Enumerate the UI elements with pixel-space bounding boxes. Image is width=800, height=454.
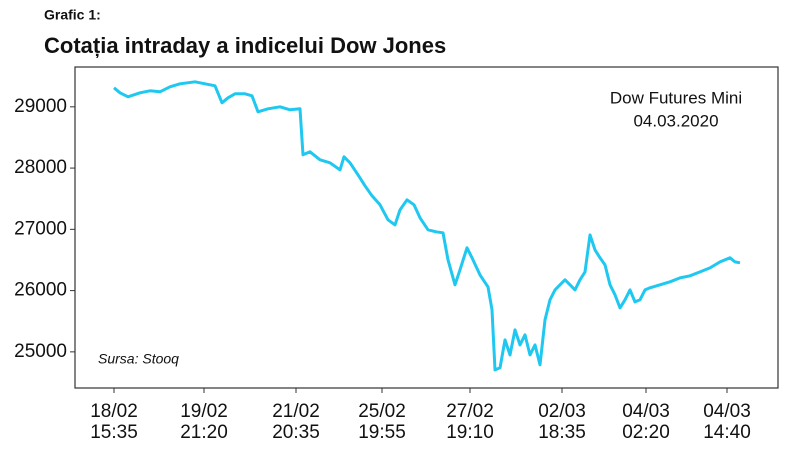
line-series xyxy=(113,80,741,372)
x-tick-label: 21:20 xyxy=(180,422,228,443)
x-tick-label: 02:20 xyxy=(622,422,670,443)
chart-title: Cotația intraday a indicelui Dow Jones xyxy=(44,33,446,58)
y-tick-label: 25000 xyxy=(14,341,67,362)
x-tick-label: 21/02 xyxy=(272,401,320,422)
x-tick-label: 19:10 xyxy=(446,422,494,443)
plot-frame xyxy=(74,66,779,389)
annotation: 04.03.2020 xyxy=(633,111,718,130)
y-tick-label: 28000 xyxy=(14,157,67,178)
x-tick-label: 04/03 xyxy=(622,401,670,422)
x-tick-label: 19:55 xyxy=(358,422,406,443)
x-tick-label: 18/02 xyxy=(90,401,138,422)
annotation: Dow Futures Mini xyxy=(610,88,742,107)
x-tick-label: 15:35 xyxy=(90,422,138,443)
x-tick-label: 02/03 xyxy=(538,401,586,422)
source-note: Sursa: Stooq xyxy=(98,351,179,367)
y-tick-label: 27000 xyxy=(14,218,67,239)
x-tick-label: 25/02 xyxy=(358,401,406,422)
chart-label: Grafic 1: xyxy=(44,7,101,23)
y-tick-label: 29000 xyxy=(14,96,67,117)
x-tick-label: 20:35 xyxy=(272,422,320,443)
x-tick-label: 04/03 xyxy=(703,401,751,422)
x-tick-label: 27/02 xyxy=(446,401,494,422)
x-tick-label: 18:35 xyxy=(538,422,586,443)
x-tick-label: 19/02 xyxy=(180,401,228,422)
y-tick-label: 26000 xyxy=(14,280,67,301)
x-tick-label: 14:40 xyxy=(703,422,751,443)
